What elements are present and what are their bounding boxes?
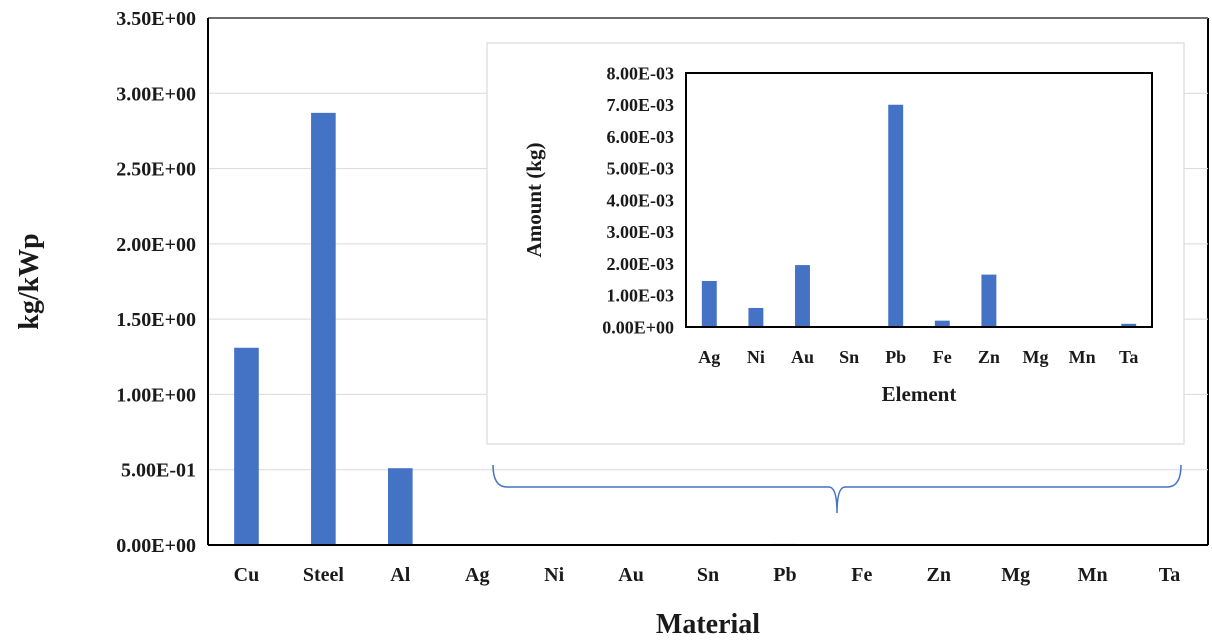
main-x-tick-label: Al: [390, 564, 410, 586]
main-y-tick-label: 3.50E+00: [116, 8, 196, 30]
main-y-axis-title: kg/kWp: [14, 233, 45, 330]
inset-brace: [492, 464, 1182, 514]
inset-x-axis-title: Element: [882, 382, 957, 406]
main-y-tick-label: 1.00E+00: [116, 384, 196, 406]
main-y-tick-label: 1.50E+00: [116, 309, 196, 331]
inset-x-tick-label: Pb: [885, 347, 906, 367]
inset-y-tick-label: 7.00E-03: [607, 95, 675, 115]
main-y-tick-label: 5.00E-01: [121, 460, 196, 482]
inset-x-tick-label: Mn: [1069, 347, 1096, 367]
main-x-tick-label: Mn: [1078, 564, 1108, 586]
inset-x-tick-label: Au: [791, 347, 814, 367]
main-bar-steel: [311, 112, 336, 546]
inset-y-tick-label: 6.00E-03: [607, 127, 675, 147]
inset-x-tick-label: Ta: [1119, 347, 1138, 367]
inset-brace-group: [492, 464, 1182, 514]
main-x-tick-label: Cu: [234, 564, 260, 586]
main-x-tick-label: Sn: [697, 564, 719, 586]
main-y-tick-label: 2.50E+00: [116, 159, 196, 181]
main-x-axis-title: Material: [656, 609, 760, 640]
main-x-tick-label: Ta: [1159, 564, 1181, 586]
inset-y-tick-label: 1.00E-03: [607, 286, 675, 306]
main-chart: 0.00E+00 5.00E-01 1.00E+00 1.50E+00 2.00E+00…: [14, 8, 1209, 640]
inset-y-tick-label: 4.00E-03: [607, 190, 675, 210]
main-x-tick-label: Ni: [544, 564, 564, 586]
main-x-tick-label: Fe: [851, 564, 872, 586]
main-x-tick-label: Ag: [465, 564, 489, 586]
main-bar-al: [388, 468, 413, 545]
inset-bar-ag: [701, 280, 717, 327]
main-y-tick-label: 2.00E+00: [116, 234, 196, 256]
main-bar-cu: [234, 347, 259, 545]
main-x-tick-label: Au: [618, 564, 644, 586]
inset-chart: 0.00E+00 1.00E-03 2.00E-03 3.00E-03 4.00E-03…: [486, 42, 1185, 445]
inset-y-tick-label: 3.00E-03: [607, 222, 675, 242]
main-y-tick-label: 3.00E+00: [116, 83, 196, 105]
main-x-tick-label: Pb: [773, 564, 796, 586]
inset-x-tick-label: Sn: [839, 347, 859, 367]
inset-bar-pb: [888, 104, 904, 327]
main-x-tick-label: Zn: [927, 564, 951, 586]
inset-x-tick-label: Fe: [933, 347, 952, 367]
inset-y-axis-title: Amount (kg): [522, 143, 546, 258]
inset-x-tick-label: Mg: [1023, 347, 1049, 367]
inset-bar-fe: [934, 320, 950, 327]
inset-bar-ni: [748, 307, 764, 327]
inset-y-tick-label: 5.00E-03: [607, 159, 675, 179]
inset-y-tick-label: 0.00E+00: [602, 317, 674, 337]
inset-x-tick-label: Ag: [698, 347, 720, 367]
inset-bar-ta: [1121, 323, 1137, 327]
inset-x-tick-label: Ni: [747, 347, 765, 367]
inset-bar-au: [795, 265, 810, 327]
main-x-tick-label: Mg: [1001, 564, 1030, 586]
inset-y-tick-label: 8.00E-03: [607, 63, 675, 83]
inset-y-tick-label: 2.00E-03: [607, 254, 675, 274]
inset-bar-zn: [981, 274, 997, 327]
inset-frame: [486, 42, 1185, 445]
main-x-tick-label: Steel: [303, 564, 345, 586]
inset-x-tick-label: Zn: [978, 347, 1000, 367]
main-y-tick-label: 0.00E+00: [116, 535, 196, 557]
